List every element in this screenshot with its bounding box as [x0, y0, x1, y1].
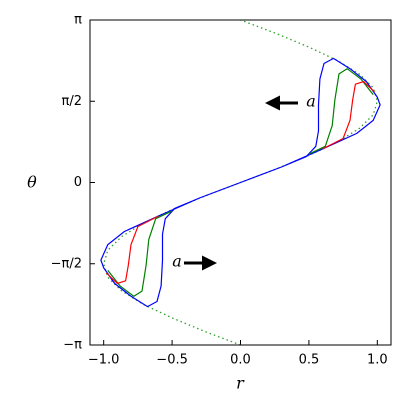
x-tick-label: 1.0: [367, 353, 388, 368]
trajectory: [100, 181, 241, 308]
y-tick-label: 0: [74, 175, 82, 190]
annotation: a: [306, 92, 316, 111]
trajectory: [105, 215, 159, 285]
x-tick-label: 0.5: [299, 353, 320, 368]
trajectory: [308, 67, 374, 155]
x-axis-label: r: [236, 374, 245, 393]
x-tick-label: 0.0: [230, 353, 251, 368]
annotation: a: [172, 252, 182, 271]
plot-frame: [89, 19, 392, 346]
y-axis-label: θ: [27, 173, 37, 192]
y-tick-label: −π/2: [51, 256, 82, 271]
x-tick-label: −0.5: [156, 353, 188, 368]
y-tick-label: −π: [63, 338, 82, 353]
trajectory: [107, 210, 173, 298]
y-tick-label: π/2: [62, 94, 82, 109]
x-tick-label: −1.0: [88, 353, 120, 368]
trajectory: [322, 80, 376, 150]
trajectory: [240, 57, 381, 184]
y-tick-label: π: [74, 13, 82, 28]
